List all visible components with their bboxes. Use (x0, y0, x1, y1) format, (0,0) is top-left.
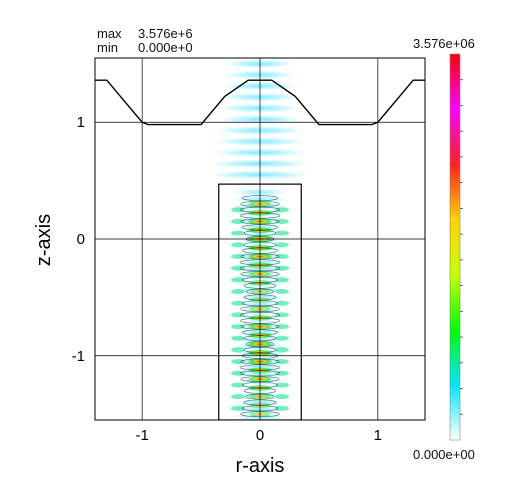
min-label: min (97, 40, 118, 55)
colorbar-min-label: 0.000e+00 (413, 447, 475, 462)
colorbar (449, 53, 461, 441)
field-sidelobe (231, 359, 245, 365)
grid-lines (95, 58, 425, 420)
field-sidelobe (275, 324, 289, 330)
max-readout: max 3.576e+6 (97, 26, 193, 41)
field-sidelobe (231, 382, 245, 388)
plot-frame (94, 57, 426, 421)
field-sidelobe (231, 347, 245, 353)
boundary-profile-line (95, 79, 425, 126)
x-tick-label: 0 (256, 427, 264, 444)
field-sidelobe (231, 254, 245, 260)
y-tick-label: 1 (77, 114, 85, 131)
field-sidelobe (275, 300, 289, 306)
max-label: max (97, 26, 122, 41)
field-sidelobe (231, 230, 245, 236)
min-value: 0.000e+0 (138, 40, 193, 55)
field-sidelobe (231, 218, 245, 224)
field-sidelobe (275, 347, 289, 353)
field-sidelobe (275, 277, 289, 283)
max-value: 3.576e+6 (138, 26, 193, 41)
field-sidelobe (231, 300, 245, 306)
field-sidelobe (275, 230, 289, 236)
field-sidelobe (275, 242, 289, 248)
field-sidelobe (231, 324, 245, 330)
x-tick-label: -1 (135, 427, 148, 444)
field-sidelobe (275, 289, 289, 295)
field-sidelobe (275, 394, 289, 400)
min-readout: min 0.000e+0 (97, 40, 193, 55)
field-sidelobe (231, 242, 245, 248)
field-sidelobe (231, 289, 245, 295)
field-sidelobe (231, 277, 245, 283)
y-tick-label: -1 (72, 348, 85, 365)
field-sidelobe (275, 359, 289, 365)
y-axis-label: z-axis (33, 214, 55, 266)
field-sidelobe (231, 405, 245, 411)
colorbar-ticks (460, 79, 463, 415)
x-axis-label: r-axis (236, 455, 285, 477)
field-sidelobe (231, 335, 245, 341)
geometry-outlines (95, 79, 425, 420)
domain-rectangle (218, 183, 302, 420)
field-sidelobe (275, 335, 289, 341)
field-sidelobe (275, 254, 289, 260)
field-sidelobe (275, 218, 289, 224)
field-sidelobe (275, 405, 289, 411)
axis-ticks: -1 0 1 -1 0 1 (72, 114, 382, 444)
field-sidelobe (275, 382, 289, 388)
colorbar-max-label: 3.576e+06 (413, 36, 475, 51)
field-sidelobe (231, 394, 245, 400)
y-tick-label: 0 (77, 231, 85, 248)
x-tick-label: 1 (374, 427, 382, 444)
